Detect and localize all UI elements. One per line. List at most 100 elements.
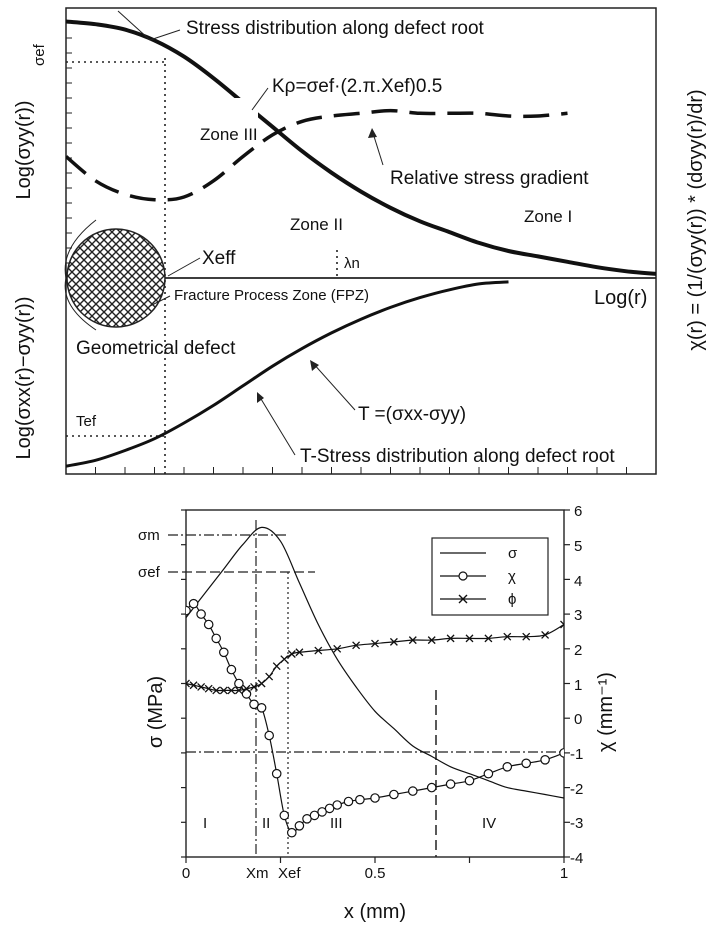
phi-point: [371, 639, 379, 648]
chi-point: [559, 748, 564, 758]
zone-iii-label: Zone III: [200, 125, 258, 144]
label-t-ef: Tef: [76, 413, 97, 430]
chi-point: [294, 820, 305, 831]
phi-point: [189, 681, 198, 690]
zone-label-iv: IV: [482, 815, 496, 832]
sigma-curve: [186, 526, 564, 799]
sigma-m-label: σm: [138, 527, 160, 544]
phi-point: [265, 672, 274, 681]
legend: σ χ ϕ: [431, 537, 549, 616]
phi-point: [389, 637, 398, 646]
chi-point: [256, 702, 267, 713]
legend-chi-marker: [458, 571, 468, 581]
chi-point: [407, 786, 418, 796]
chi-point: [317, 807, 327, 817]
top-y-axis-title-right: χ(r) = (1/(σyy(r)) * (dσyy(r)/dr): [685, 89, 707, 350]
label-k-formula: Kρ=σef·(2.π.Xef)0.5: [272, 76, 442, 97]
phi-point: [186, 679, 190, 688]
phi-point: [541, 630, 550, 639]
phi-point: [465, 634, 474, 643]
geometrical-defect-circle: [66, 228, 166, 328]
curve-gap-zone-iii: [222, 98, 258, 138]
phi-point: [295, 648, 304, 657]
phi-point: [212, 686, 221, 695]
chi-point: [279, 810, 290, 821]
legend-phi-marker: [458, 594, 468, 604]
chi-point: [211, 633, 221, 644]
legend-phi-label: ϕ: [508, 591, 516, 608]
pointer-x-eff: [167, 257, 201, 277]
chi-point: [521, 758, 531, 769]
chi-point: [286, 827, 297, 838]
phi-point: [204, 684, 213, 693]
y2-tick-label-1: 1: [574, 677, 582, 694]
chi-point: [343, 796, 354, 807]
y2-tick-label-0: 0: [574, 711, 582, 728]
label-relative-gradient: Relative stress gradient: [390, 168, 589, 189]
phi-point: [287, 650, 296, 658]
phi-point: [560, 620, 564, 629]
pointer-t-stress-arrow: [257, 392, 264, 403]
phi-point: [314, 646, 323, 655]
zone-label-i: I: [203, 815, 207, 832]
label-sigma-ef: σef: [31, 43, 48, 66]
chi-point: [355, 794, 365, 805]
defect-boundary-arc: [64, 219, 97, 331]
chi-point: [203, 619, 214, 630]
chi-point: [370, 793, 380, 803]
label-fpz: Fracture Process Zone (FPZ): [174, 287, 369, 304]
chi-point: [186, 605, 191, 616]
pointer-t-stress: [257, 393, 296, 456]
bottom-y-axis-title-right: χ (mm⁻¹): [595, 672, 617, 752]
phi-point: [242, 684, 251, 693]
chi-point: [188, 598, 199, 609]
xef-label: Xef: [278, 865, 301, 882]
zone-i-label: Zone I: [524, 207, 572, 226]
y2-tick-label-4: 4: [574, 573, 582, 590]
pointer-stress-label: [149, 29, 181, 41]
label-t-stress: T-Stress distribution along defect root: [300, 446, 615, 467]
phi-point: [446, 634, 455, 643]
legend-box: [431, 537, 549, 616]
top-schematic: Stress distribution along defect root Kρ…: [13, 7, 707, 475]
zone-label-iii: III: [330, 815, 343, 832]
label-lambda: λn: [344, 255, 360, 272]
y2-tick-label-minus3: -3: [570, 815, 583, 832]
phi-point: [427, 636, 436, 645]
phi-point: [250, 683, 258, 691]
phi-point: [219, 686, 228, 695]
legend-sigma-label: σ: [508, 545, 518, 562]
y2-tick-label-minus1: -1: [570, 746, 583, 763]
chi-point: [332, 800, 342, 810]
xm-label: Xm: [246, 865, 269, 882]
phi-point: [227, 686, 236, 695]
pointer-t-formula-arrow: [310, 360, 319, 371]
y2-tick-label-minus2: -2: [570, 781, 583, 798]
bottom-y-axis-title-left: σ (MPa): [145, 676, 167, 748]
chi-point: [540, 754, 550, 765]
y2-tick-label-minus4: -4: [570, 850, 583, 867]
phi-point: [408, 636, 417, 645]
bottom-plot: I II III IV σ χ ϕ σm σef Xm Xef 0 0.5 1 …: [138, 503, 617, 923]
y2-tick-label-5: 5: [574, 538, 582, 555]
phi-markers: [186, 620, 564, 695]
chi-point: [483, 768, 494, 779]
pointer-fpz: [149, 295, 171, 307]
x-tick-label-0: 0: [182, 865, 190, 882]
label-stress-distribution: Stress distribution along defect root: [186, 18, 485, 39]
relative-stress-gradient-curve: [66, 108, 568, 202]
chi-point: [271, 768, 282, 779]
t-stress-curve: [66, 280, 509, 468]
label-t-formula: T =(σxx-σyy): [358, 404, 466, 425]
pointer-gradient-arrow: [368, 128, 377, 138]
top-y-axis-title-upper: Log(σyy(r)): [13, 100, 35, 199]
y2-tick-label-2: 2: [574, 642, 582, 659]
y2-tick-label-3: 3: [574, 607, 582, 624]
chi-markers: [186, 598, 564, 838]
chi-point: [502, 761, 513, 772]
x-tick-label-0.5: 0.5: [365, 865, 386, 882]
legend-chi-label: χ: [508, 568, 516, 585]
phi-point: [522, 632, 531, 641]
y2-tick-label-6: 6: [574, 503, 582, 520]
chi-point: [464, 775, 475, 786]
